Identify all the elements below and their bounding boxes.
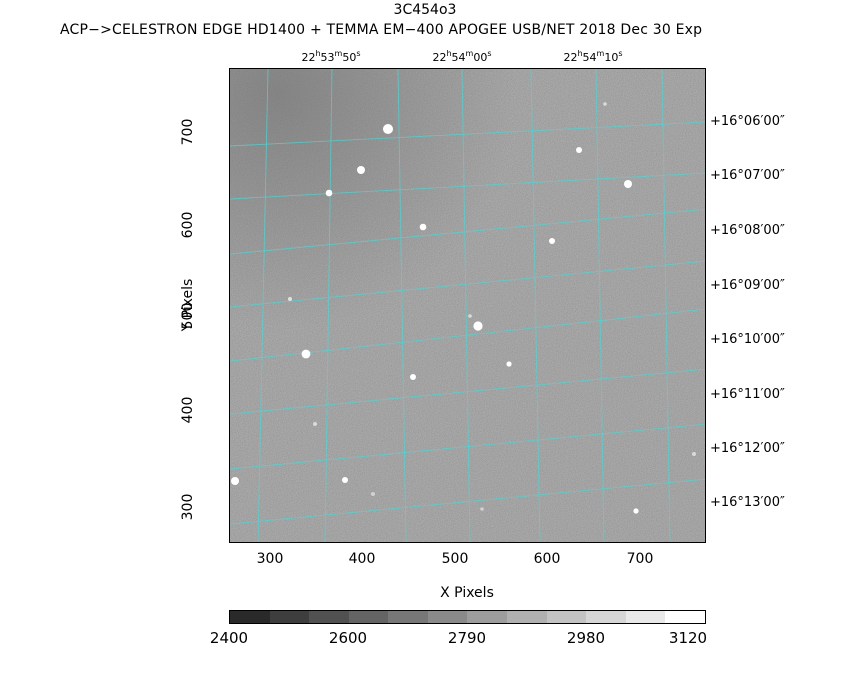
ra-label-2: 22h54m00s [432, 49, 492, 64]
star [633, 508, 639, 514]
dec-label: +16°08′00″ [710, 223, 785, 238]
star [313, 422, 317, 426]
dec-label: +16°13′00″ [710, 495, 785, 510]
colorbar-swatch [230, 611, 270, 623]
star [342, 477, 348, 483]
star [325, 189, 333, 197]
grid-line-dec-2 [230, 172, 705, 200]
colorbar-swatch [309, 611, 349, 623]
sky-image-plot[interactable] [229, 68, 706, 543]
y-tick-label: 700 [180, 118, 196, 146]
star [468, 314, 472, 318]
star [357, 166, 365, 174]
star [506, 361, 512, 367]
dec-label: +16°12′00″ [710, 441, 785, 456]
star [301, 349, 311, 359]
colorbar-tick-label: 2400 [209, 629, 249, 647]
grid-line-ra-2 [324, 69, 333, 542]
colorbar-swatch [348, 611, 389, 623]
star [473, 321, 483, 331]
dec-label: +16°11′00″ [710, 387, 785, 402]
colorbar-swatch [269, 611, 310, 623]
observation-subtitle: ACP−>CELESTRON EDGE HD1400 + TEMMA EM−40… [60, 22, 703, 38]
star [419, 223, 427, 231]
y-tick-label: 600 [180, 211, 196, 239]
star [624, 180, 632, 188]
colorbar-tick-label: 2980 [566, 629, 606, 647]
star [692, 452, 696, 456]
grid-line-ra-3 [397, 69, 407, 542]
grid-line-dec-6 [230, 368, 705, 415]
grid-line-dec-3 [230, 208, 705, 255]
dec-label: +16°06′00″ [710, 114, 785, 129]
dec-label: +16°10′00″ [710, 332, 785, 347]
colorbar-tick-label: 2790 [447, 629, 487, 647]
star [371, 492, 375, 496]
x-tick-label: 600 [533, 551, 561, 567]
star [603, 102, 607, 106]
star [576, 147, 582, 153]
intensity-colorbar [229, 610, 706, 624]
colorbar-swatch [507, 611, 547, 623]
grid-line-dec-4 [230, 260, 705, 308]
colorbar-swatch [586, 611, 626, 623]
star [549, 238, 555, 244]
colorbar-swatch [625, 611, 666, 623]
x-tick-label: 400 [348, 551, 376, 567]
star [410, 374, 416, 380]
grid-line-dec-8 [230, 478, 705, 525]
x-tick-label: 500 [441, 551, 469, 567]
colorbar-swatch [427, 611, 468, 623]
colorbar-tick-label: 3120 [668, 629, 708, 647]
image-title: 3C454o3 [393, 2, 457, 18]
x-tick-label: 300 [256, 551, 284, 567]
y-tick-label: 400 [180, 396, 196, 424]
grid-line-ra-4 [461, 69, 471, 542]
colorbar-swatch [546, 611, 587, 623]
stars [231, 102, 696, 514]
colorbar-swatch [665, 611, 705, 623]
grid-line-dec-1 [230, 121, 705, 147]
sky-vignette [230, 69, 705, 542]
dec-label: +16°09′00″ [710, 278, 785, 293]
star [231, 477, 239, 485]
ra-label-3: 22h54m10s [563, 49, 623, 64]
x-tick-label: 700 [626, 551, 654, 567]
grid-line-ra-5 [530, 69, 541, 542]
star [480, 507, 484, 511]
colorbar-swatch [388, 611, 428, 623]
y-tick-label: 300 [180, 493, 196, 521]
sky-image [230, 69, 705, 542]
colorbar-swatch [467, 611, 508, 623]
colorbar-tick-label: 2600 [328, 629, 368, 647]
ra-label-1: 22h53m50s [301, 49, 361, 64]
star [288, 297, 292, 301]
dec-label: +16°07′00″ [710, 168, 785, 183]
grid-line-ra-6 [595, 69, 605, 542]
grid-line-ra-1 [257, 69, 269, 542]
grid-line-ra-7 [661, 69, 671, 542]
x-axis-label: X Pixels [440, 585, 494, 601]
star [383, 124, 393, 134]
y-axis-label: Y Pixels [180, 278, 196, 332]
